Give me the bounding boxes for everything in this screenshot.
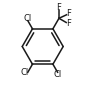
Text: Cl: Cl xyxy=(21,68,29,77)
Text: F: F xyxy=(66,9,71,18)
Text: F: F xyxy=(57,3,61,12)
Text: F: F xyxy=(66,19,71,28)
Text: Cl: Cl xyxy=(23,14,32,23)
Text: Cl: Cl xyxy=(54,70,62,79)
